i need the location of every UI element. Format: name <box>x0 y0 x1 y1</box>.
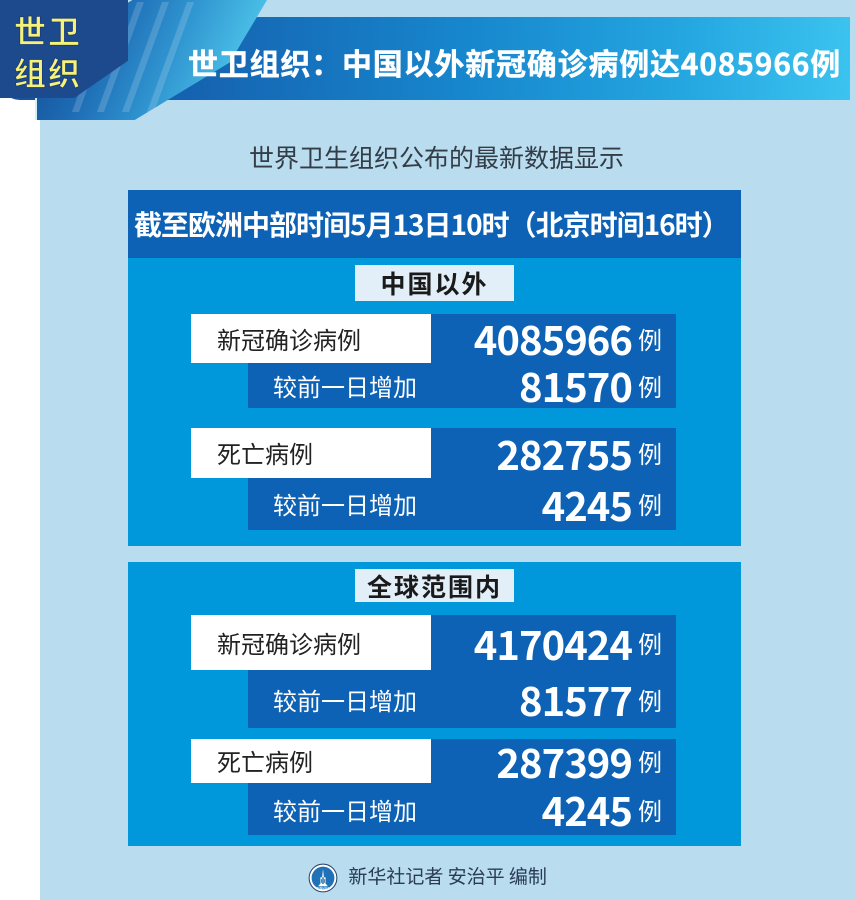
svg-text:XINHUA: XINHUA <box>317 886 330 890</box>
